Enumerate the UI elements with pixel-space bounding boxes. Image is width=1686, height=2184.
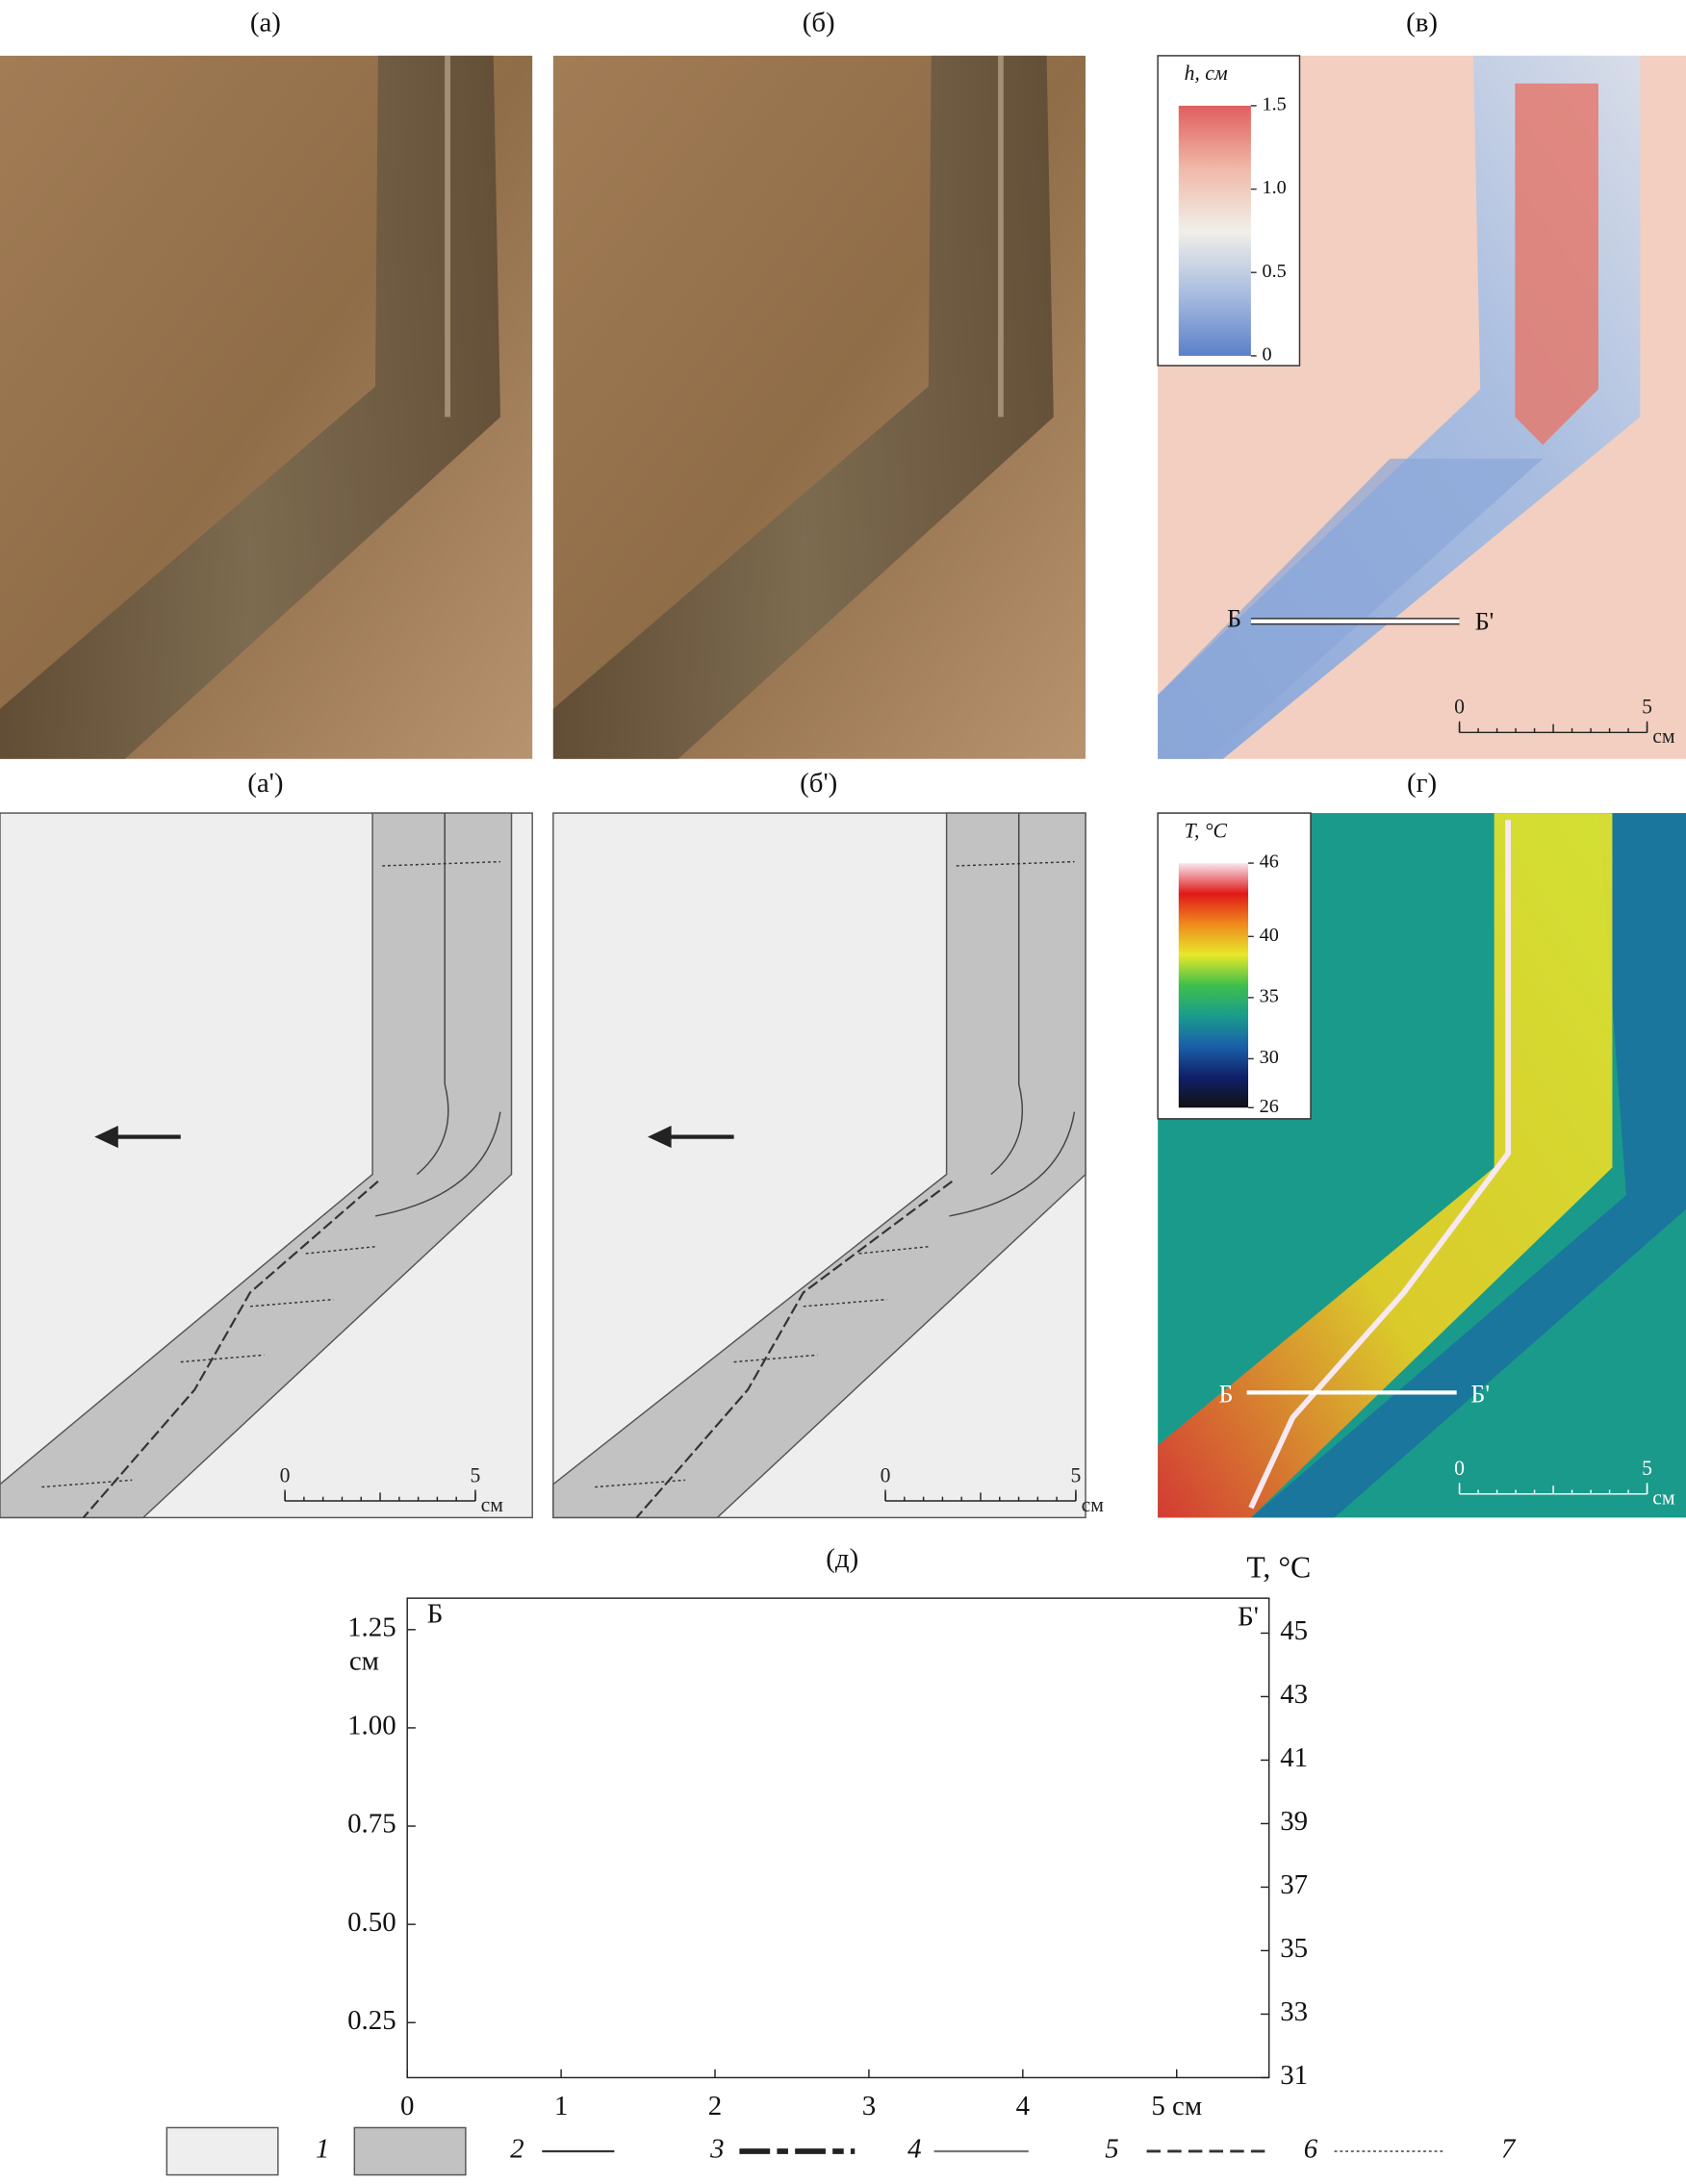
scheme-dotted: [305, 1245, 376, 1255]
colorbar-tick-label: 1.0: [1262, 177, 1286, 198]
legend-label: 3: [709, 2134, 724, 2165]
scheme-line: [990, 813, 1024, 1176]
scale-label: 5: [471, 1463, 481, 1486]
scheme-crack: [82, 1181, 379, 1519]
y2-tick-label: 41: [1280, 1742, 1308, 1773]
y2-tick-label: 31: [1280, 2060, 1308, 2091]
thermal-map-hot: [1248, 820, 1512, 1510]
legend-label: 1: [316, 2134, 329, 2165]
scheme-crack: [635, 1180, 954, 1519]
chart-title: (д): [826, 1543, 858, 1574]
plot-frame: [406, 1597, 1270, 2079]
colorbar-tick-label: 46: [1260, 851, 1279, 873]
scale-unit: см: [1082, 1493, 1105, 1516]
y-tick-label: 0.25: [347, 2005, 396, 2036]
scheme-dotted: [858, 1245, 929, 1255]
scale-label: 0: [881, 1463, 891, 1486]
scheme-line: [949, 1111, 1076, 1217]
x-tick-label: 4: [1016, 2091, 1030, 2121]
scheme-line: [374, 1111, 501, 1217]
section-label: Б: [1218, 1381, 1233, 1409]
section-label: Б: [1227, 605, 1241, 633]
scale-unit: см: [1652, 724, 1675, 748]
scheme-line: [416, 813, 449, 1176]
y-tick-label: 0.50: [347, 1907, 396, 1938]
scheme-bank: [552, 812, 1086, 1519]
arrow-head: [94, 1126, 118, 1149]
y2-tick-label: 39: [1280, 1806, 1308, 1837]
scale-label: 0: [1454, 696, 1465, 719]
y2-tick-label: 45: [1280, 1615, 1308, 1646]
height-map-low: [1158, 458, 1544, 759]
scheme-dotted: [595, 1479, 686, 1488]
x-tick-label: 5 см: [1151, 2091, 1202, 2121]
scheme-dotted: [41, 1479, 133, 1488]
colorbar-tick-label: 26: [1260, 1096, 1279, 1117]
panel-label: (б'): [800, 768, 837, 799]
section-label: Б': [1475, 608, 1494, 636]
y2-tick-label: 33: [1280, 1996, 1308, 2027]
x-tick-label: 0: [400, 2091, 414, 2121]
y-tick-label: 0.75: [347, 1809, 396, 1840]
height-map-crest: [1515, 83, 1599, 445]
scale-label: 5: [1642, 696, 1652, 719]
y-tick-label: 1.00: [347, 1711, 396, 1741]
panel-label: (в): [1406, 8, 1438, 38]
colorbar-tick-label: 1.5: [1262, 94, 1286, 115]
panel-label: (а): [250, 8, 281, 38]
colorbar-tick-label: 35: [1260, 986, 1279, 1007]
scale-unit: см: [1652, 1486, 1675, 1510]
scale-unit: см: [481, 1493, 504, 1516]
legend-label: 4: [907, 2134, 921, 2165]
legend-swatch: [353, 2126, 467, 2176]
colorbar-tick-label: 30: [1260, 1047, 1279, 1068]
scheme-bank: [0, 812, 513, 1519]
y2-tick-label: 43: [1280, 1679, 1308, 1710]
x-tick-label: 1: [554, 2091, 568, 2121]
scale-label: 5: [1071, 1463, 1082, 1486]
y-axis-label: см: [349, 1646, 379, 1677]
y2-axis-label: T, °C: [1246, 1551, 1311, 1585]
y-tick-label: 1.25: [347, 1612, 396, 1642]
x-tick-label: 2: [708, 2091, 722, 2121]
thermal-map-bank: [1158, 813, 1613, 1518]
y2-tick-label: 35: [1280, 1933, 1308, 1964]
section-label: Б': [1470, 1381, 1490, 1409]
legend-label: 6: [1304, 2134, 1318, 2165]
legend-label: 5: [1105, 2134, 1118, 2165]
colorbar-tick-label: 40: [1260, 925, 1279, 946]
colorbar: [1178, 105, 1251, 356]
colorbar: [1178, 863, 1249, 1108]
annotation: Б': [1238, 1601, 1259, 1632]
annotation: Б: [427, 1599, 444, 1630]
legend-label: 7: [1501, 2134, 1517, 2165]
panel-label: (г): [1407, 768, 1437, 799]
arrow-head: [648, 1126, 672, 1149]
colorbar-title: T, °C: [1185, 819, 1228, 842]
scale-label: 0: [280, 1463, 291, 1486]
legend-label: 2: [510, 2134, 524, 2165]
thermal-map-cold: [1250, 813, 1686, 1518]
colorbar-title: h, см: [1185, 62, 1228, 85]
colorbar-tick-label: 0: [1262, 344, 1271, 366]
y2-tick-label: 37: [1280, 1869, 1308, 1900]
scale-label: 0: [1454, 1457, 1465, 1480]
legend-swatch: [166, 2126, 279, 2176]
panel-label: (а'): [247, 768, 283, 799]
panel-label: (б): [803, 8, 835, 38]
x-tick-label: 3: [862, 2091, 876, 2121]
colorbar-tick-label: 0.5: [1262, 261, 1286, 282]
scale-label: 5: [1642, 1457, 1652, 1480]
